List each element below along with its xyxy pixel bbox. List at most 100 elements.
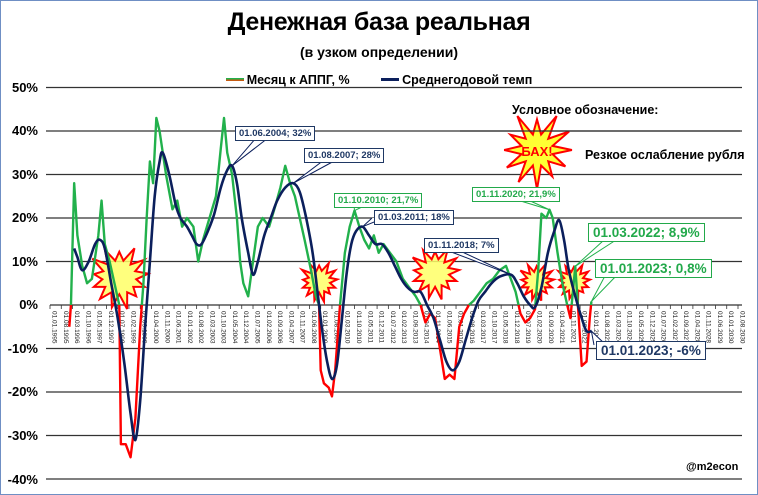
x-tick-label: 01.04.2014 <box>423 311 430 344</box>
monthly-series-negative-line <box>68 304 73 327</box>
monthly-series-negative-line <box>419 304 470 381</box>
x-tick-label: 01.04.2021 <box>558 311 565 344</box>
x-tick-label: 01.11.2021 <box>569 311 576 343</box>
monthly-series-line <box>468 264 520 306</box>
legend-item-average: Среднегодовой темп <box>381 73 532 87</box>
x-tick-label: 01.12.1997 <box>107 311 114 344</box>
x-tick-label: 01.01.2023 <box>592 311 599 344</box>
x-tick-label: 01.09.2027 <box>682 311 689 344</box>
y-tick-label: -20% <box>7 384 38 399</box>
ruble-devaluation-burst-icon <box>298 259 341 306</box>
x-tick-label: 01.03.2017 <box>479 311 486 344</box>
x-tick-label: 01.02.2027 <box>671 311 678 344</box>
x-tick-label: 01.11.2007 <box>299 311 306 343</box>
y-tick-label: 50% <box>11 80 38 95</box>
x-tick-label: 01.09.2006 <box>276 311 283 344</box>
y-tick-label: 30% <box>11 167 38 182</box>
y-tick-label: -10% <box>7 341 38 356</box>
x-tick-label: 01.10.2017 <box>490 311 497 344</box>
ruble-devaluation-burst-icon <box>411 246 463 302</box>
monthly-series-negative-line <box>118 304 144 459</box>
legend-label-monthly: Месяц к АППГ, % <box>246 72 350 87</box>
x-tick-label: 01.07.2005 <box>254 311 261 344</box>
series-lines <box>68 116 593 459</box>
x-tick-label: 01.06.2001 <box>175 311 182 344</box>
x-tick-label: 01.01.2002 <box>186 311 193 344</box>
legend-label-average: Среднегодовой темп <box>402 72 533 87</box>
x-tick-label: 01.02.2006 <box>265 311 272 344</box>
x-tick-label: 01.10.2024 <box>626 311 633 344</box>
x-tick-label: 01.08.2002 <box>197 311 204 344</box>
chart-title: Денежная база реальная <box>227 8 531 36</box>
x-tick-label: 01.03.2024 <box>614 311 621 344</box>
legend-swatch-monthly <box>225 78 244 81</box>
y-tick-label: 40% <box>11 123 38 138</box>
x-tick-label: 01.05.1997 <box>96 311 103 344</box>
callout-2004: 01.06.2004; 32% <box>235 126 316 141</box>
y-tick-label: 0% <box>19 297 38 312</box>
x-tick-label: 01.07.2012 <box>389 311 396 344</box>
x-tick-label: 01.09.2013 <box>411 311 418 344</box>
chart-legend: Месяц к АППГ, % Среднегодовой темп <box>0 70 758 87</box>
y-tick-label: 20% <box>11 210 38 225</box>
x-tick-label: 01.05.2018 <box>502 311 509 344</box>
x-tick-label: 01.03.1996 <box>73 311 80 344</box>
average-series-line <box>72 150 592 442</box>
callout-leader <box>445 249 512 276</box>
x-tick-label: 01.03.2003 <box>208 311 215 344</box>
y-tick-label: -40% <box>7 472 38 487</box>
callout-2023-average: 01.01.2023; -6% <box>596 341 706 360</box>
x-tick-label: 01.01.2030 <box>727 311 734 344</box>
x-tick-label: 01.04.2028 <box>693 311 700 344</box>
callout-2010: 01.10.2010; 21,7% <box>334 193 423 208</box>
x-tick-label: 01.01.1995 <box>51 311 58 344</box>
x-tick-label: 01.05.2025 <box>637 311 644 344</box>
callout-leader <box>292 159 337 184</box>
callout-leader <box>574 239 617 267</box>
x-tick-label: 01.05.2011 <box>366 311 373 343</box>
x-tick-label: 01.10.2003 <box>220 311 227 344</box>
x-tick-label: 01.11.2000 <box>163 311 170 343</box>
x-tick-label: 01.07.1998 <box>118 311 125 344</box>
x-tick-label: 01.03.2010 <box>344 311 351 344</box>
x-tick-label: 01.01.2009 <box>321 311 328 344</box>
x-tick-label: 01.07.2019 <box>524 311 531 344</box>
x-tick-label: 01.08.2009 <box>332 311 339 344</box>
x-tick-label: 01.05.2004 <box>231 311 238 344</box>
x-tick-label: 01.12.2018 <box>513 311 520 344</box>
x-tick-label: 01.09.2020 <box>547 311 554 344</box>
x-tick-label: 01.02.2020 <box>535 311 542 344</box>
x-tick-label: 01.06.2029 <box>716 311 723 344</box>
monthly-series-line <box>69 181 121 306</box>
x-tick-label: 01.06.2015 <box>445 311 452 344</box>
callout-2022-monthly: 01.03.2022; 8,9% <box>588 223 705 242</box>
callout-2018: 01.11.2018; 7% <box>424 238 499 253</box>
watermark: @m2econ <box>686 461 739 473</box>
monthly-series-negative-line <box>576 304 593 368</box>
x-tick-label: 01.10.1996 <box>84 311 91 344</box>
y-tick-label: 10% <box>11 254 38 269</box>
x-tick-label: 01.12.2004 <box>242 311 249 344</box>
gridlines <box>46 86 742 480</box>
legend-item-monthly: Месяц к АППГ, % <box>225 72 350 87</box>
legend-note-text: Резкое ослабление рубля <box>585 148 745 162</box>
monthly-series-line <box>140 116 321 306</box>
legend-note-title: Условное обозначение: <box>512 103 659 117</box>
callout-2023-monthly: 01.01.2023; 0,8% <box>595 259 712 278</box>
callout-leader <box>590 273 619 302</box>
x-tick-label: 01.02.1999 <box>129 311 136 344</box>
x-axis: 01.01.1995 01.08.1995 01.03.1996 01.10.1996… <box>49 304 746 344</box>
x-tick-label: 01.11.2028 <box>705 311 712 343</box>
x-tick-label: 01.08.2030 <box>739 311 746 344</box>
x-tick-label: 01.08.2016 <box>468 311 475 344</box>
ruble-devaluation-markers <box>91 246 593 311</box>
monthly-series-negative-line <box>566 304 573 320</box>
x-tick-label: 01.12.2025 <box>648 311 655 344</box>
x-tick-label: 01.06.2008 <box>310 311 317 344</box>
x-tick-label: 01.08.1995 <box>62 311 69 344</box>
x-tick-label: 01.04.2007 <box>287 311 294 344</box>
x-tick-label: 01.07.2026 <box>660 311 667 344</box>
x-tick-label: 01.10.2010 <box>355 311 362 344</box>
callout-2007: 01.08.2007; 28% <box>304 148 385 163</box>
